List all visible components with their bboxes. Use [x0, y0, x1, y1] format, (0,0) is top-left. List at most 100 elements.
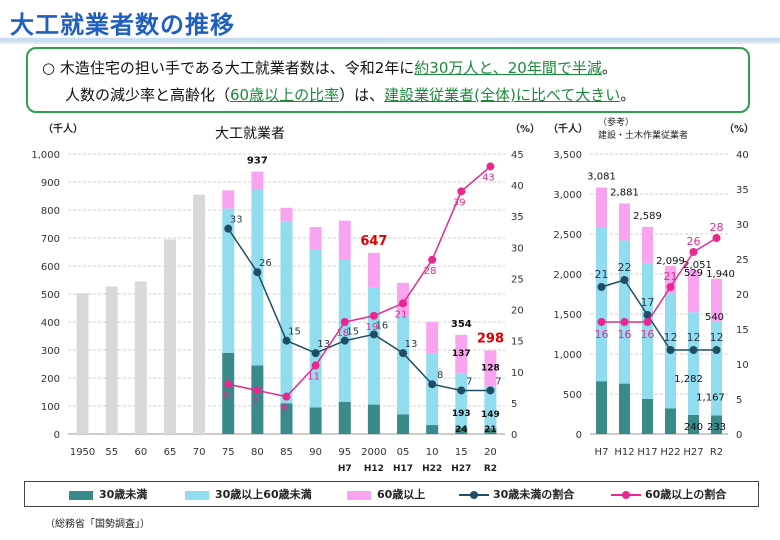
line-under30-ratio — [227, 228, 491, 392]
point-over60-ratio — [689, 248, 698, 256]
label-under30-ratio: 33 — [230, 215, 243, 226]
y2-tick-label: 35 — [736, 185, 749, 196]
bar-under30 — [711, 415, 722, 434]
point-over60-ratio — [712, 234, 721, 242]
label-under30-ratio: 12 — [664, 331, 678, 344]
x-tick-label: 05 — [397, 447, 410, 458]
bar-over60 — [665, 266, 676, 294]
x-tick-label: R2 — [710, 447, 723, 458]
y2-tick-label: 5 — [736, 395, 742, 406]
legend-over60: 60歳以上 — [347, 486, 425, 502]
legend-swatch-over60 — [347, 490, 371, 500]
point-over60-ratio — [428, 255, 437, 264]
legend-mid-label: 30歳以上60歳未満 — [215, 488, 312, 501]
x-tick-label: H7 — [595, 447, 609, 458]
segment-value-label: 149 — [481, 410, 500, 420]
point-over60-ratio — [282, 392, 291, 401]
y2-tick-label: 5 — [511, 399, 517, 410]
summary-bullet: ○ — [42, 59, 56, 77]
y-tick-label: 0 — [576, 430, 582, 441]
x-tick-label: 20 — [484, 447, 497, 458]
bar-total-label: 298 — [477, 332, 504, 347]
legend-mid: 30歳以上60歳未満 — [185, 486, 312, 502]
point-under30-ratio — [689, 346, 698, 354]
bar-30to60 — [222, 208, 235, 353]
segment-value-label: 1,282 — [674, 374, 703, 385]
bar-under30 — [455, 427, 468, 434]
point-under30-ratio — [428, 380, 437, 389]
label-under30-ratio: 22 — [618, 261, 632, 274]
segment-value-label: 193 — [452, 409, 471, 419]
y-tick-label: 500 — [563, 390, 582, 401]
bar-30to60 — [251, 189, 264, 366]
point-over60-ratio — [620, 318, 629, 326]
bar-over60 — [596, 187, 607, 228]
bar-30to60 — [688, 312, 699, 415]
point-over60-ratio — [340, 318, 349, 326]
segment-value-label: 233 — [707, 422, 726, 433]
bar-under30 — [397, 414, 410, 434]
segment-value-label: 128 — [481, 363, 500, 373]
y-tick-label: 2,500 — [553, 230, 582, 241]
y2-tick-label: 10 — [736, 360, 749, 371]
bar-total-gray — [134, 281, 147, 434]
y2-tick-label: 0 — [736, 430, 742, 441]
bar-over60 — [222, 190, 235, 209]
bar-total-label: 354 — [451, 319, 472, 330]
legend-under30: 30歳未満 — [69, 486, 147, 502]
bar-under30 — [367, 404, 380, 434]
bar-over60 — [455, 334, 468, 374]
bar-30to60 — [426, 353, 439, 426]
line-over60-ratio — [228, 165, 491, 398]
legend-line-under30-marker — [459, 489, 489, 501]
label-under30-ratio: 16 — [376, 320, 389, 331]
bar-total-label: 647 — [360, 234, 387, 249]
page-title: 大工就業者数の推移 — [10, 11, 235, 39]
y-tick-label: 3,500 — [553, 150, 582, 161]
y-tick-label: 600 — [41, 262, 60, 273]
label-under30-ratio: 13 — [317, 339, 330, 350]
chart-title: 大工就業者 — [215, 126, 285, 142]
segment-value-label: 137 — [452, 349, 471, 359]
bar-over60 — [642, 226, 653, 263]
x-tick-label: 60 — [134, 447, 147, 458]
label-under30-ratio: 21 — [595, 268, 609, 281]
bar-30to60 — [642, 262, 653, 399]
y-tick-label: 1,000 — [31, 150, 60, 161]
legend-line-over60: 60歳以上の割合 — [611, 486, 726, 502]
label-under30-ratio: 15 — [288, 327, 301, 338]
point-under30-ratio — [666, 346, 675, 354]
y2-tick-label: 45 — [511, 150, 524, 161]
x-tick-label: 65 — [164, 447, 177, 458]
label-over60-ratio: 21 — [395, 309, 408, 320]
x-tick-label: 10 — [426, 447, 439, 458]
summary-line2-mid: ）は、 — [339, 86, 385, 104]
point-under30-ratio — [340, 336, 349, 345]
x-tick-label: 75 — [222, 447, 235, 458]
bar-over60 — [251, 171, 264, 190]
label-over60-ratio: 43 — [482, 172, 495, 183]
label-over60-ratio: 6 — [281, 403, 287, 414]
label-over60-ratio: 39 — [453, 197, 466, 208]
bar-under30 — [665, 408, 676, 434]
y-tick-label: 1,500 — [553, 310, 582, 321]
point-under30-ratio — [597, 283, 606, 291]
legend-line-under30: 30歳未満の割合 — [459, 486, 574, 502]
point-under30-ratio — [620, 276, 629, 284]
segment-value-label: 529 — [684, 268, 703, 279]
point-under30-ratio — [282, 336, 291, 345]
summary-line1-end: 。 — [601, 59, 617, 77]
y2-tick-label: 15 — [511, 337, 524, 348]
bar-30to60 — [455, 373, 468, 428]
bar-over60 — [280, 207, 293, 222]
point-under30-ratio — [712, 346, 721, 354]
x-era-label: H12 — [364, 464, 384, 474]
segment-value-label: 21 — [484, 425, 497, 435]
y-tick-label: 400 — [41, 318, 60, 329]
label-over60-ratio: 11 — [307, 372, 320, 383]
bar-over60 — [688, 269, 699, 313]
bar-total-gray — [193, 194, 206, 434]
chart-note: （参考） — [598, 116, 634, 128]
label-over60-ratio: 19 — [366, 322, 379, 333]
legend-line-over60-marker — [611, 489, 641, 501]
